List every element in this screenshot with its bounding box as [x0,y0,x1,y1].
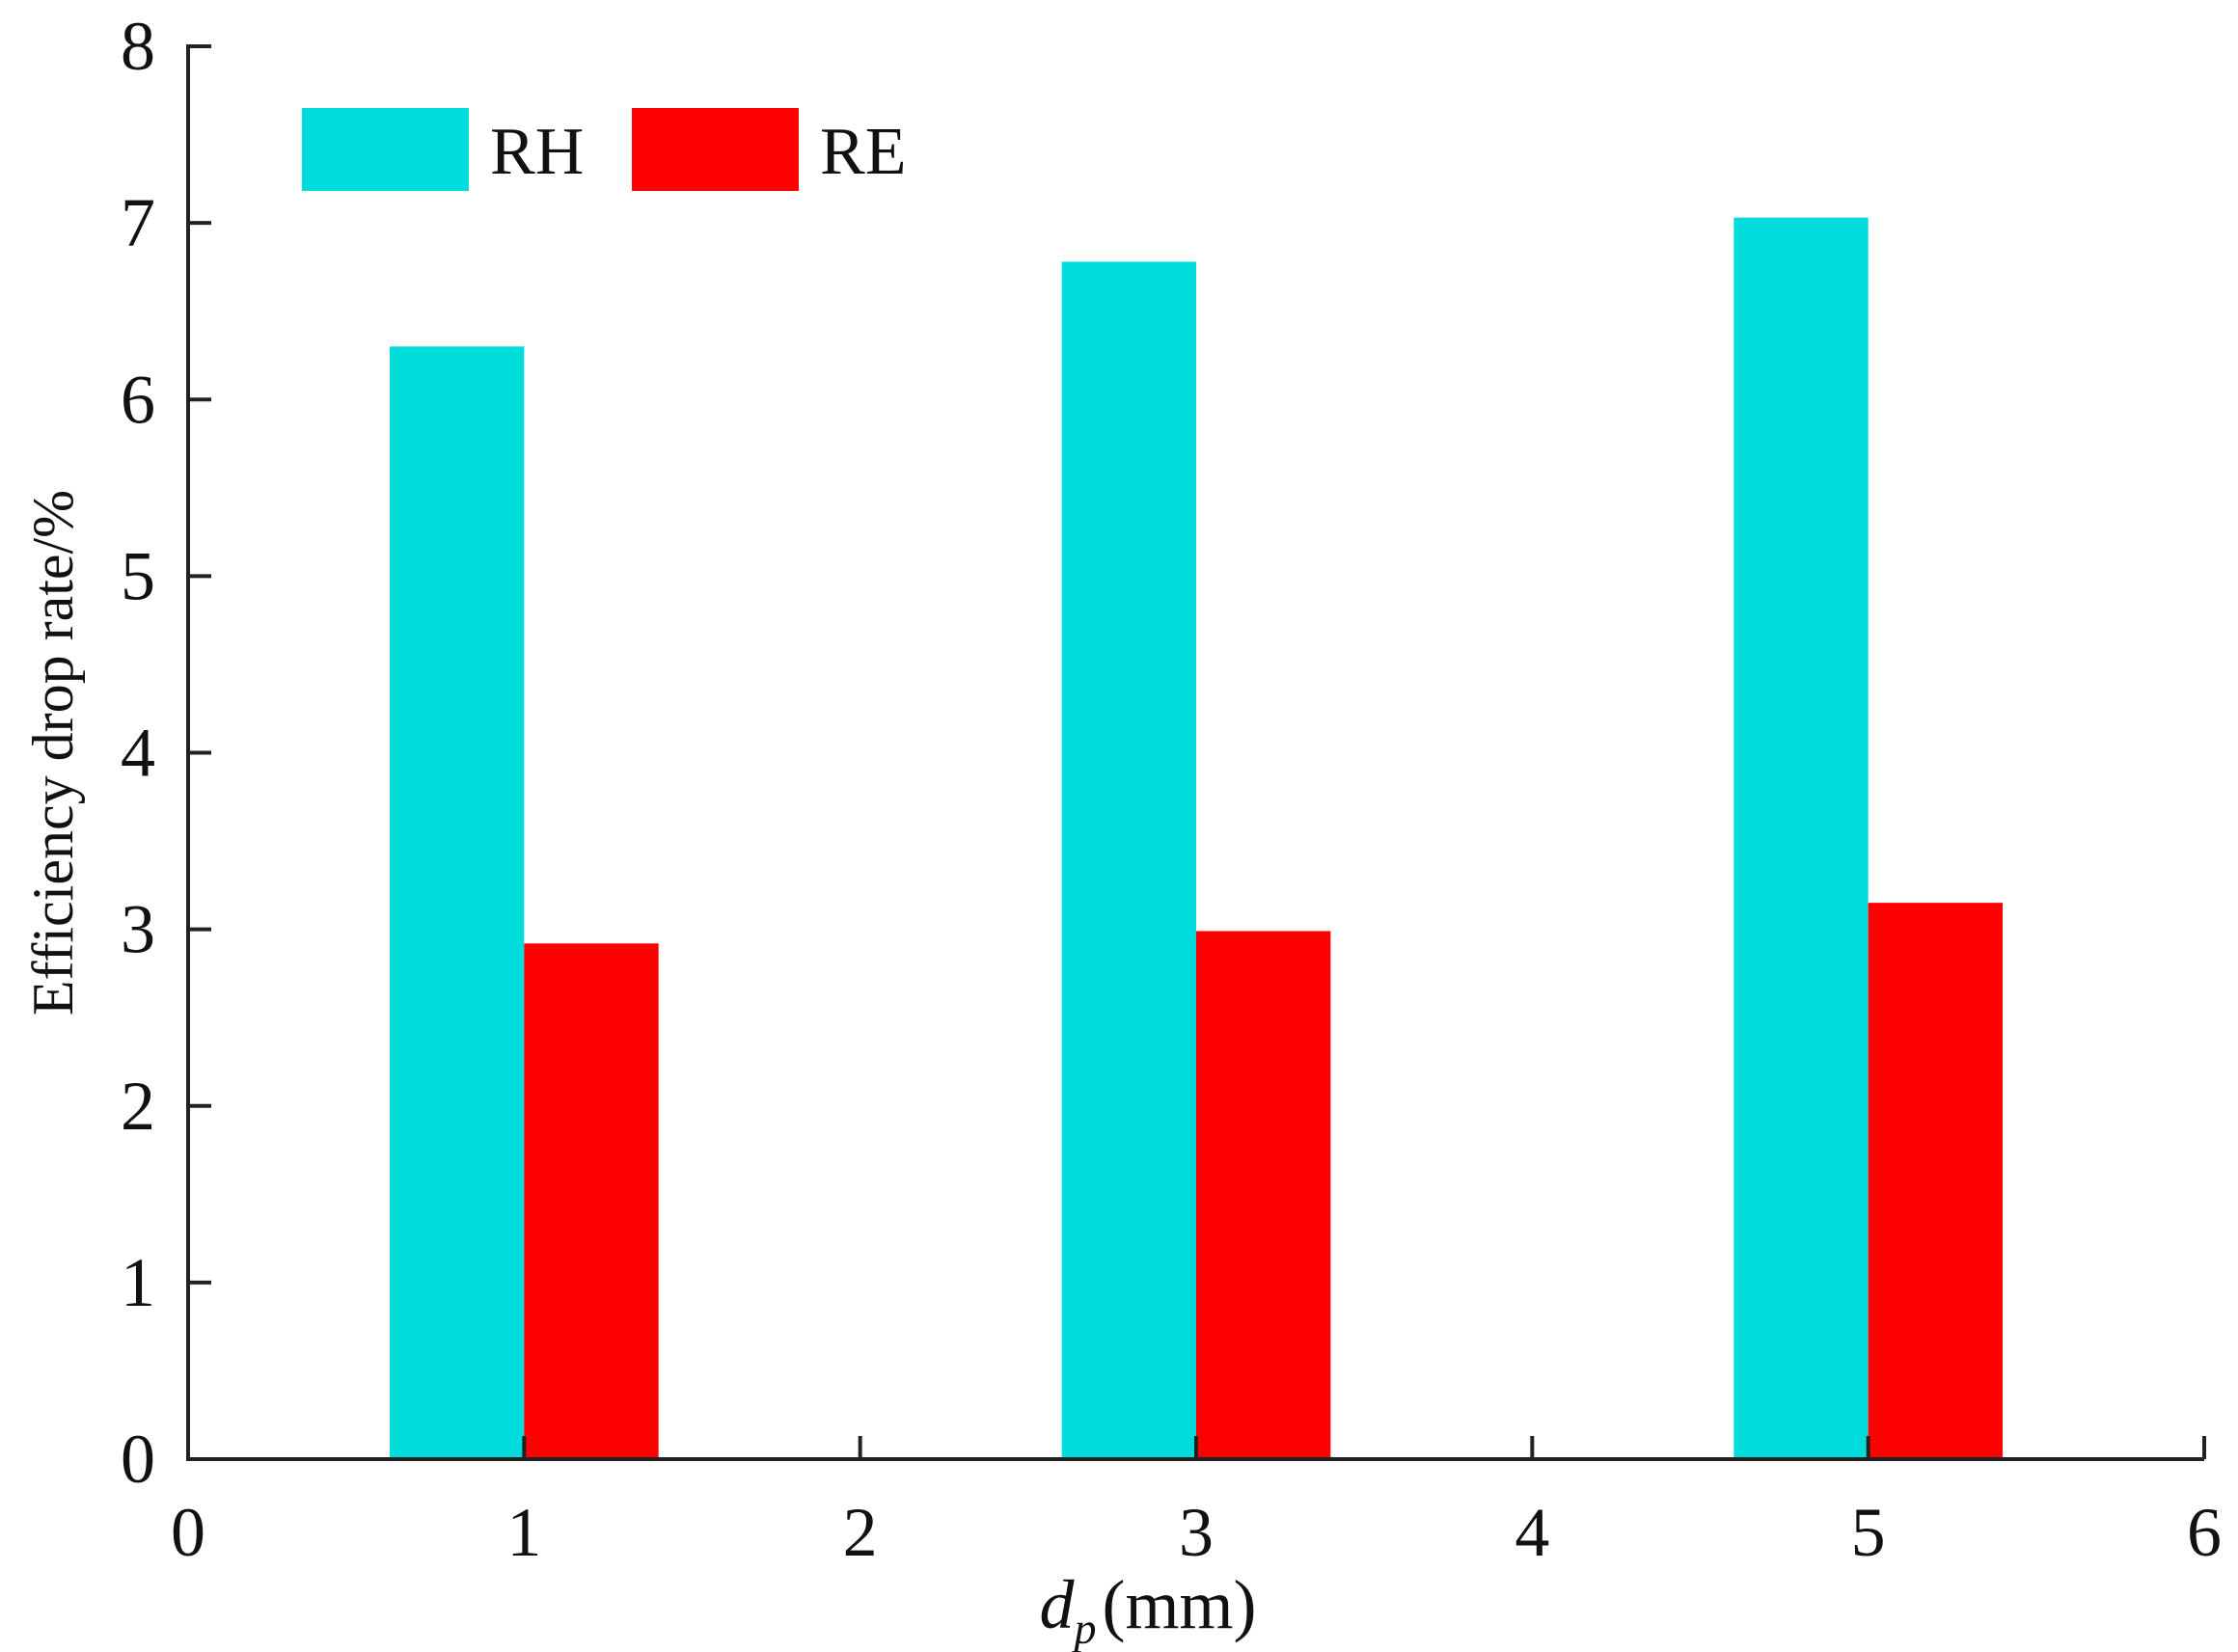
x-tick-label: 4 [1515,1494,1549,1571]
bar-re-3 [1196,931,1331,1459]
x-tick-label: 2 [843,1494,878,1571]
legend-swatch-rh [302,108,469,191]
y-tick-label: 1 [121,1244,155,1321]
bars-group [390,217,2003,1460]
y-tick-label: 8 [121,8,155,85]
x-ticks-group: 0 1 2 3 4 5 6 [171,1436,2222,1571]
y-tick-label: 4 [121,715,155,792]
y-tick-label: 3 [121,891,155,968]
y-axis-label: Efficiency drop rate/% [21,490,85,1016]
x-tick-label: 1 [506,1494,541,1571]
x-tick-label: 5 [1851,1494,1886,1571]
y-tick-label: 6 [121,361,155,438]
legend-swatch-re [632,108,799,191]
x-tick-label: 3 [1179,1494,1214,1571]
x-axis-unit: (mm) [1103,1566,1257,1643]
bar-rh-1 [390,346,525,1459]
bar-rh-3 [1061,261,1196,1460]
x-tick-label: 6 [2187,1494,2222,1571]
bar-re-1 [524,943,659,1459]
y-tick-label: 5 [121,537,155,614]
x-axis-variable: d [1040,1566,1076,1643]
y-ticks-group: 0 1 2 3 4 5 6 7 8 [121,8,211,1498]
legend-label-rh: RH [490,115,584,189]
bar-re-5 [1868,903,2003,1459]
y-tick-label: 7 [121,184,155,261]
x-axis-subscript: p [1072,1604,1097,1652]
y-tick-label: 2 [121,1068,155,1145]
bar-rh-5 [1733,217,1869,1460]
x-tick-label: 0 [171,1494,205,1571]
y-tick-label: 0 [121,1421,155,1498]
legend-label-re: RE [820,115,906,189]
legend: RH RE [302,108,906,191]
x-axis-label: dp(mm) [1040,1566,1257,1652]
